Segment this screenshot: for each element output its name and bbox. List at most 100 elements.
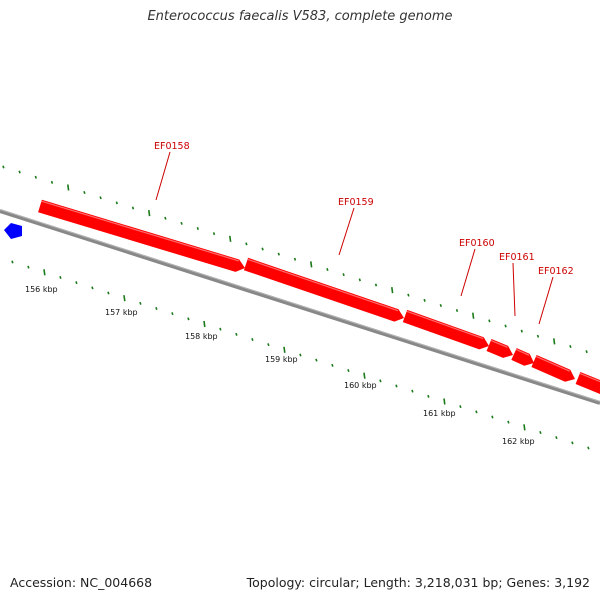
kbp-minor-tick [27, 265, 30, 269]
outer-minor-tick [423, 298, 426, 302]
gene-label: EF0162 [538, 266, 574, 277]
outer-major-tick [229, 235, 232, 242]
kbp-minor-tick [555, 436, 558, 440]
gene-arrow[interactable] [243, 257, 404, 322]
outer-minor-tick [164, 216, 167, 220]
gene-arrow[interactable] [531, 355, 575, 382]
outer-minor-tick [196, 227, 199, 231]
outer-minor-tick [585, 350, 588, 354]
kbp-label: 156 kbp [25, 285, 58, 294]
kbp-label: 162 kbp [502, 437, 535, 446]
outer-major-tick [67, 184, 70, 191]
kbp-major-tick [443, 398, 446, 405]
gene-arrow-shade [406, 310, 484, 340]
kbp-major-tick [363, 372, 366, 379]
gene-blue-arrow[interactable] [4, 223, 22, 239]
kbp-minor-tick [395, 384, 398, 388]
outer-minor-tick [2, 165, 5, 169]
kbp-minor-tick [587, 446, 590, 450]
outer-minor-tick [50, 180, 54, 184]
kbp-minor-tick [379, 379, 382, 383]
kbp-minor-tick [299, 353, 302, 357]
gene-arrow-shade [515, 348, 530, 356]
outer-minor-tick [504, 324, 507, 328]
kbp-minor-tick [315, 358, 318, 362]
kbp-minor-tick [251, 338, 254, 342]
gene-label: EF0159 [338, 197, 374, 208]
outer-major-tick [472, 312, 475, 319]
kbp-minor-tick [11, 260, 14, 264]
kbp-minor-tick [107, 291, 110, 295]
accession-text: Accession: NC_004668 [10, 575, 153, 590]
kbp-tick-row: 156 kbp 157 kbp 158 kbp 159 kbp 160 kbp 161 k… [11, 260, 590, 450]
kbp-minor-tick [475, 410, 478, 414]
outer-minor-tick [131, 206, 135, 210]
kbp-minor-tick [539, 431, 542, 435]
outer-major-tick [310, 261, 313, 268]
kbp-major-tick [523, 424, 526, 431]
kbp-major-tick [203, 320, 206, 328]
gene-arrow[interactable] [511, 348, 534, 366]
outer-minor-tick [569, 344, 572, 348]
kbp-minor-tick [155, 307, 158, 311]
outer-minor-tick [99, 196, 102, 200]
gene-leader-line [155, 151, 171, 201]
gene-arrow[interactable] [402, 309, 489, 350]
outer-minor-tick [342, 273, 345, 277]
outer-minor-tick [83, 191, 86, 195]
gene-arrow[interactable] [486, 339, 514, 358]
outer-minor-tick [488, 319, 491, 323]
gene-arrow[interactable] [38, 199, 245, 272]
gene-arrows [38, 199, 600, 394]
kbp-minor-tick [267, 343, 270, 347]
genome-title: Enterococcus faecalis V583, complete gen… [147, 9, 453, 24]
gene-label: EF0158 [154, 141, 190, 152]
kbp-major-tick [283, 346, 286, 353]
outer-major-tick [553, 338, 556, 345]
outer-minor-tick [374, 283, 378, 287]
outer-minor-tick [536, 334, 540, 338]
kbp-major-tick [123, 295, 126, 302]
gene-leader-line [338, 207, 355, 256]
kbp-minor-tick [491, 415, 494, 419]
kbp-minor-tick [171, 312, 174, 316]
gene-arrow-shade [535, 355, 570, 372]
gene-arrow-shade [247, 258, 399, 312]
outer-major-tick [148, 209, 151, 217]
outer-tick-row [2, 165, 588, 354]
outer-minor-tick [358, 278, 361, 282]
gene-leader-line [538, 276, 554, 325]
kbp-minor-tick [507, 420, 510, 424]
outer-minor-tick [115, 201, 118, 205]
gene-leader-line [512, 262, 516, 317]
kbp-minor-tick [139, 301, 142, 305]
outer-minor-tick [326, 268, 329, 272]
gene-arrow-shade [579, 372, 600, 383]
kbp-minor-tick [427, 394, 430, 398]
genome-backbone-highlight [0, 209, 600, 402]
outer-minor-tick [277, 252, 280, 256]
kbp-label: 157 kbp [105, 308, 138, 317]
kbp-minor-tick [411, 389, 414, 393]
outer-minor-tick [293, 257, 297, 261]
genome-summary-text: Topology: circular; Length: 3,218,031 bp… [246, 575, 590, 590]
kbp-label: 160 kbp [344, 381, 377, 390]
gene-arrow[interactable] [575, 372, 600, 394]
outer-minor-tick [180, 221, 183, 225]
outer-minor-tick [520, 329, 523, 333]
genome-backbone [0, 209, 600, 405]
outer-major-tick [391, 286, 394, 294]
outer-minor-tick [407, 293, 410, 297]
kbp-minor-tick [235, 332, 238, 336]
gene-label: EF0161 [499, 252, 535, 263]
gene-label: EF0160 [459, 238, 495, 249]
kbp-minor-tick [219, 327, 222, 331]
outer-minor-tick [245, 242, 248, 246]
kbp-minor-tick [459, 405, 462, 409]
outer-minor-tick [18, 170, 21, 174]
kbp-minor-tick [571, 441, 574, 445]
kbp-minor-tick [347, 369, 350, 373]
kbp-label: 159 kbp [265, 355, 298, 364]
